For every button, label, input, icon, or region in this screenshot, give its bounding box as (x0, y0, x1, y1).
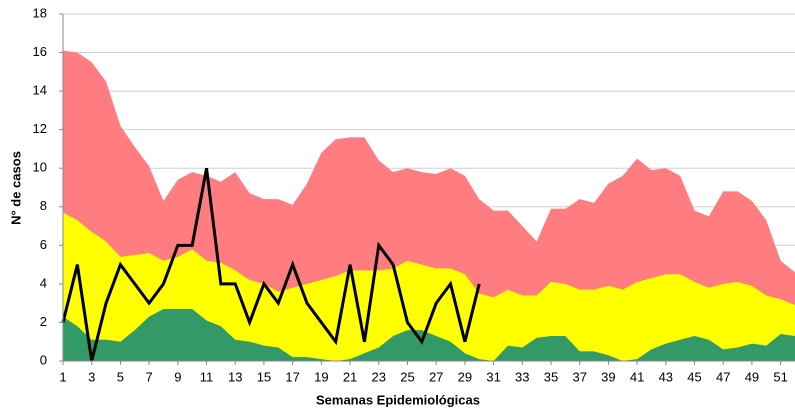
x-tick-label: 29 (458, 369, 472, 384)
x-tick-label: 25 (400, 369, 414, 384)
x-tick-label: 19 (314, 369, 328, 384)
x-tick-label: 39 (601, 369, 615, 384)
x-tick-label: 3 (88, 369, 95, 384)
x-tick-label: 5 (117, 369, 124, 384)
x-axis-title: Semanas Epidemiológicas (316, 392, 480, 407)
y-tick-label: 2 (40, 314, 47, 329)
marks (61, 50, 795, 362)
x-tick-label: 23 (372, 369, 386, 384)
area (63, 212, 795, 361)
area (63, 308, 795, 361)
y-tick-label: 16 (33, 44, 47, 59)
x-tick-label: 1 (59, 369, 66, 384)
x-tick-label: 15 (257, 369, 271, 384)
x-tick-label: 13 (228, 369, 242, 384)
x-tick-label: 49 (745, 369, 759, 384)
y-tick-label: 18 (33, 5, 47, 20)
x-tick-label: 7 (146, 369, 153, 384)
y-tick-label: 0 (40, 352, 47, 367)
x-tick-label: 47 (716, 369, 730, 384)
x-tick-label: 41 (630, 369, 644, 384)
y-tick-label: 6 (40, 237, 47, 252)
y-tick-label: 4 (40, 275, 47, 290)
y-tick-label: 10 (33, 160, 47, 175)
x-tick-label: 35 (544, 369, 558, 384)
x-tick-label: 51 (773, 369, 787, 384)
x-tick-label: 37 (572, 369, 586, 384)
x-tick-label: 33 (515, 369, 529, 384)
x-tick-label: 9 (174, 369, 181, 384)
x-tick-label: 21 (343, 369, 357, 384)
x-tick-label: 11 (200, 369, 214, 384)
y-axis-title: N° de casos (8, 151, 23, 225)
y-tick-label: 8 (40, 198, 47, 213)
y-tick-label: 12 (33, 121, 47, 136)
y-tick-label: 14 (33, 83, 47, 98)
x-tick-label: 45 (687, 369, 701, 384)
x-tick-label: 31 (486, 369, 500, 384)
x-tick-label: 27 (429, 369, 443, 384)
x-tick-label: 17 (285, 369, 299, 384)
line (61, 167, 481, 362)
x-tick-label: 43 (659, 369, 673, 384)
